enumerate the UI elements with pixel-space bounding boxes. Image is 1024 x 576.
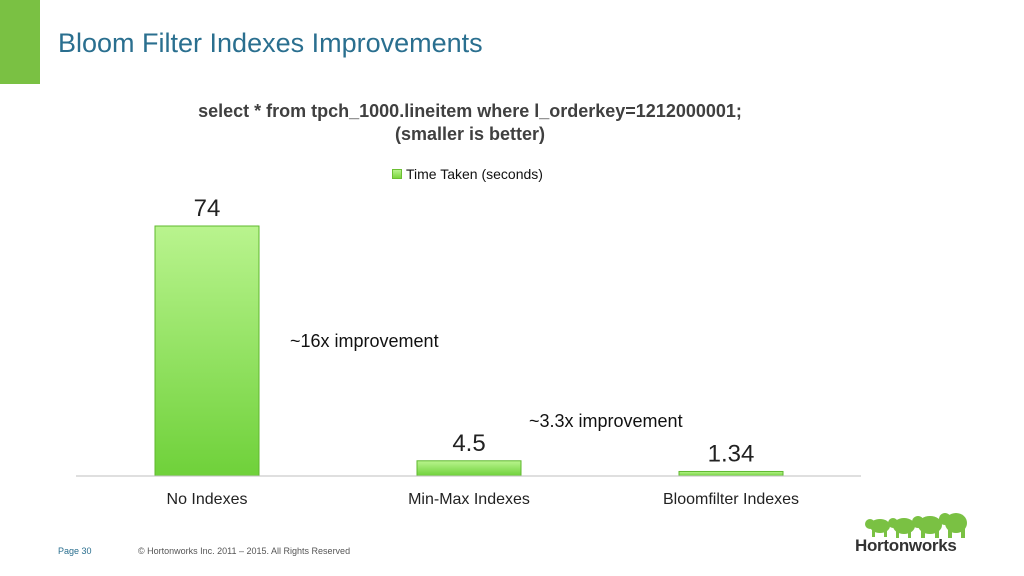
category-label-0: No Indexes — [167, 491, 248, 508]
data-label-1: 4.5 — [452, 430, 485, 457]
annotation-3x: ~3.3x improvement — [529, 411, 683, 431]
bar-1 — [416, 460, 522, 477]
page-number: Page 30 — [58, 546, 92, 556]
bar-2 — [678, 470, 784, 477]
category-label-1: Min-Max Indexes — [408, 491, 530, 508]
chart-title-line-2: (smaller is better) — [394, 124, 546, 144]
category-label-2: Bloomfilter Indexes — [663, 491, 799, 508]
chart-title-line-1: select * from tpch_1000.lineitem where l… — [198, 101, 742, 121]
copyright-text: © Hortonworks Inc. 2011 – 2015. All Righ… — [138, 546, 351, 556]
legend-label: Time Taken (seconds) — [406, 166, 543, 182]
data-label-2: 1.34 — [708, 440, 755, 467]
legend-swatch — [392, 169, 402, 179]
bar-0 — [154, 225, 260, 477]
hortonworks-logo-text: Hortonworks — [855, 536, 957, 555]
data-label-0: 74 — [194, 195, 221, 222]
slide-title: Bloom Filter Indexes Improvements — [58, 28, 483, 58]
annotation-16x: ~16x improvement — [290, 331, 439, 351]
elephant-herd-icon — [865, 513, 967, 538]
title-accent-bar — [0, 0, 40, 84]
chart-legend: Time Taken (seconds) — [392, 166, 543, 182]
